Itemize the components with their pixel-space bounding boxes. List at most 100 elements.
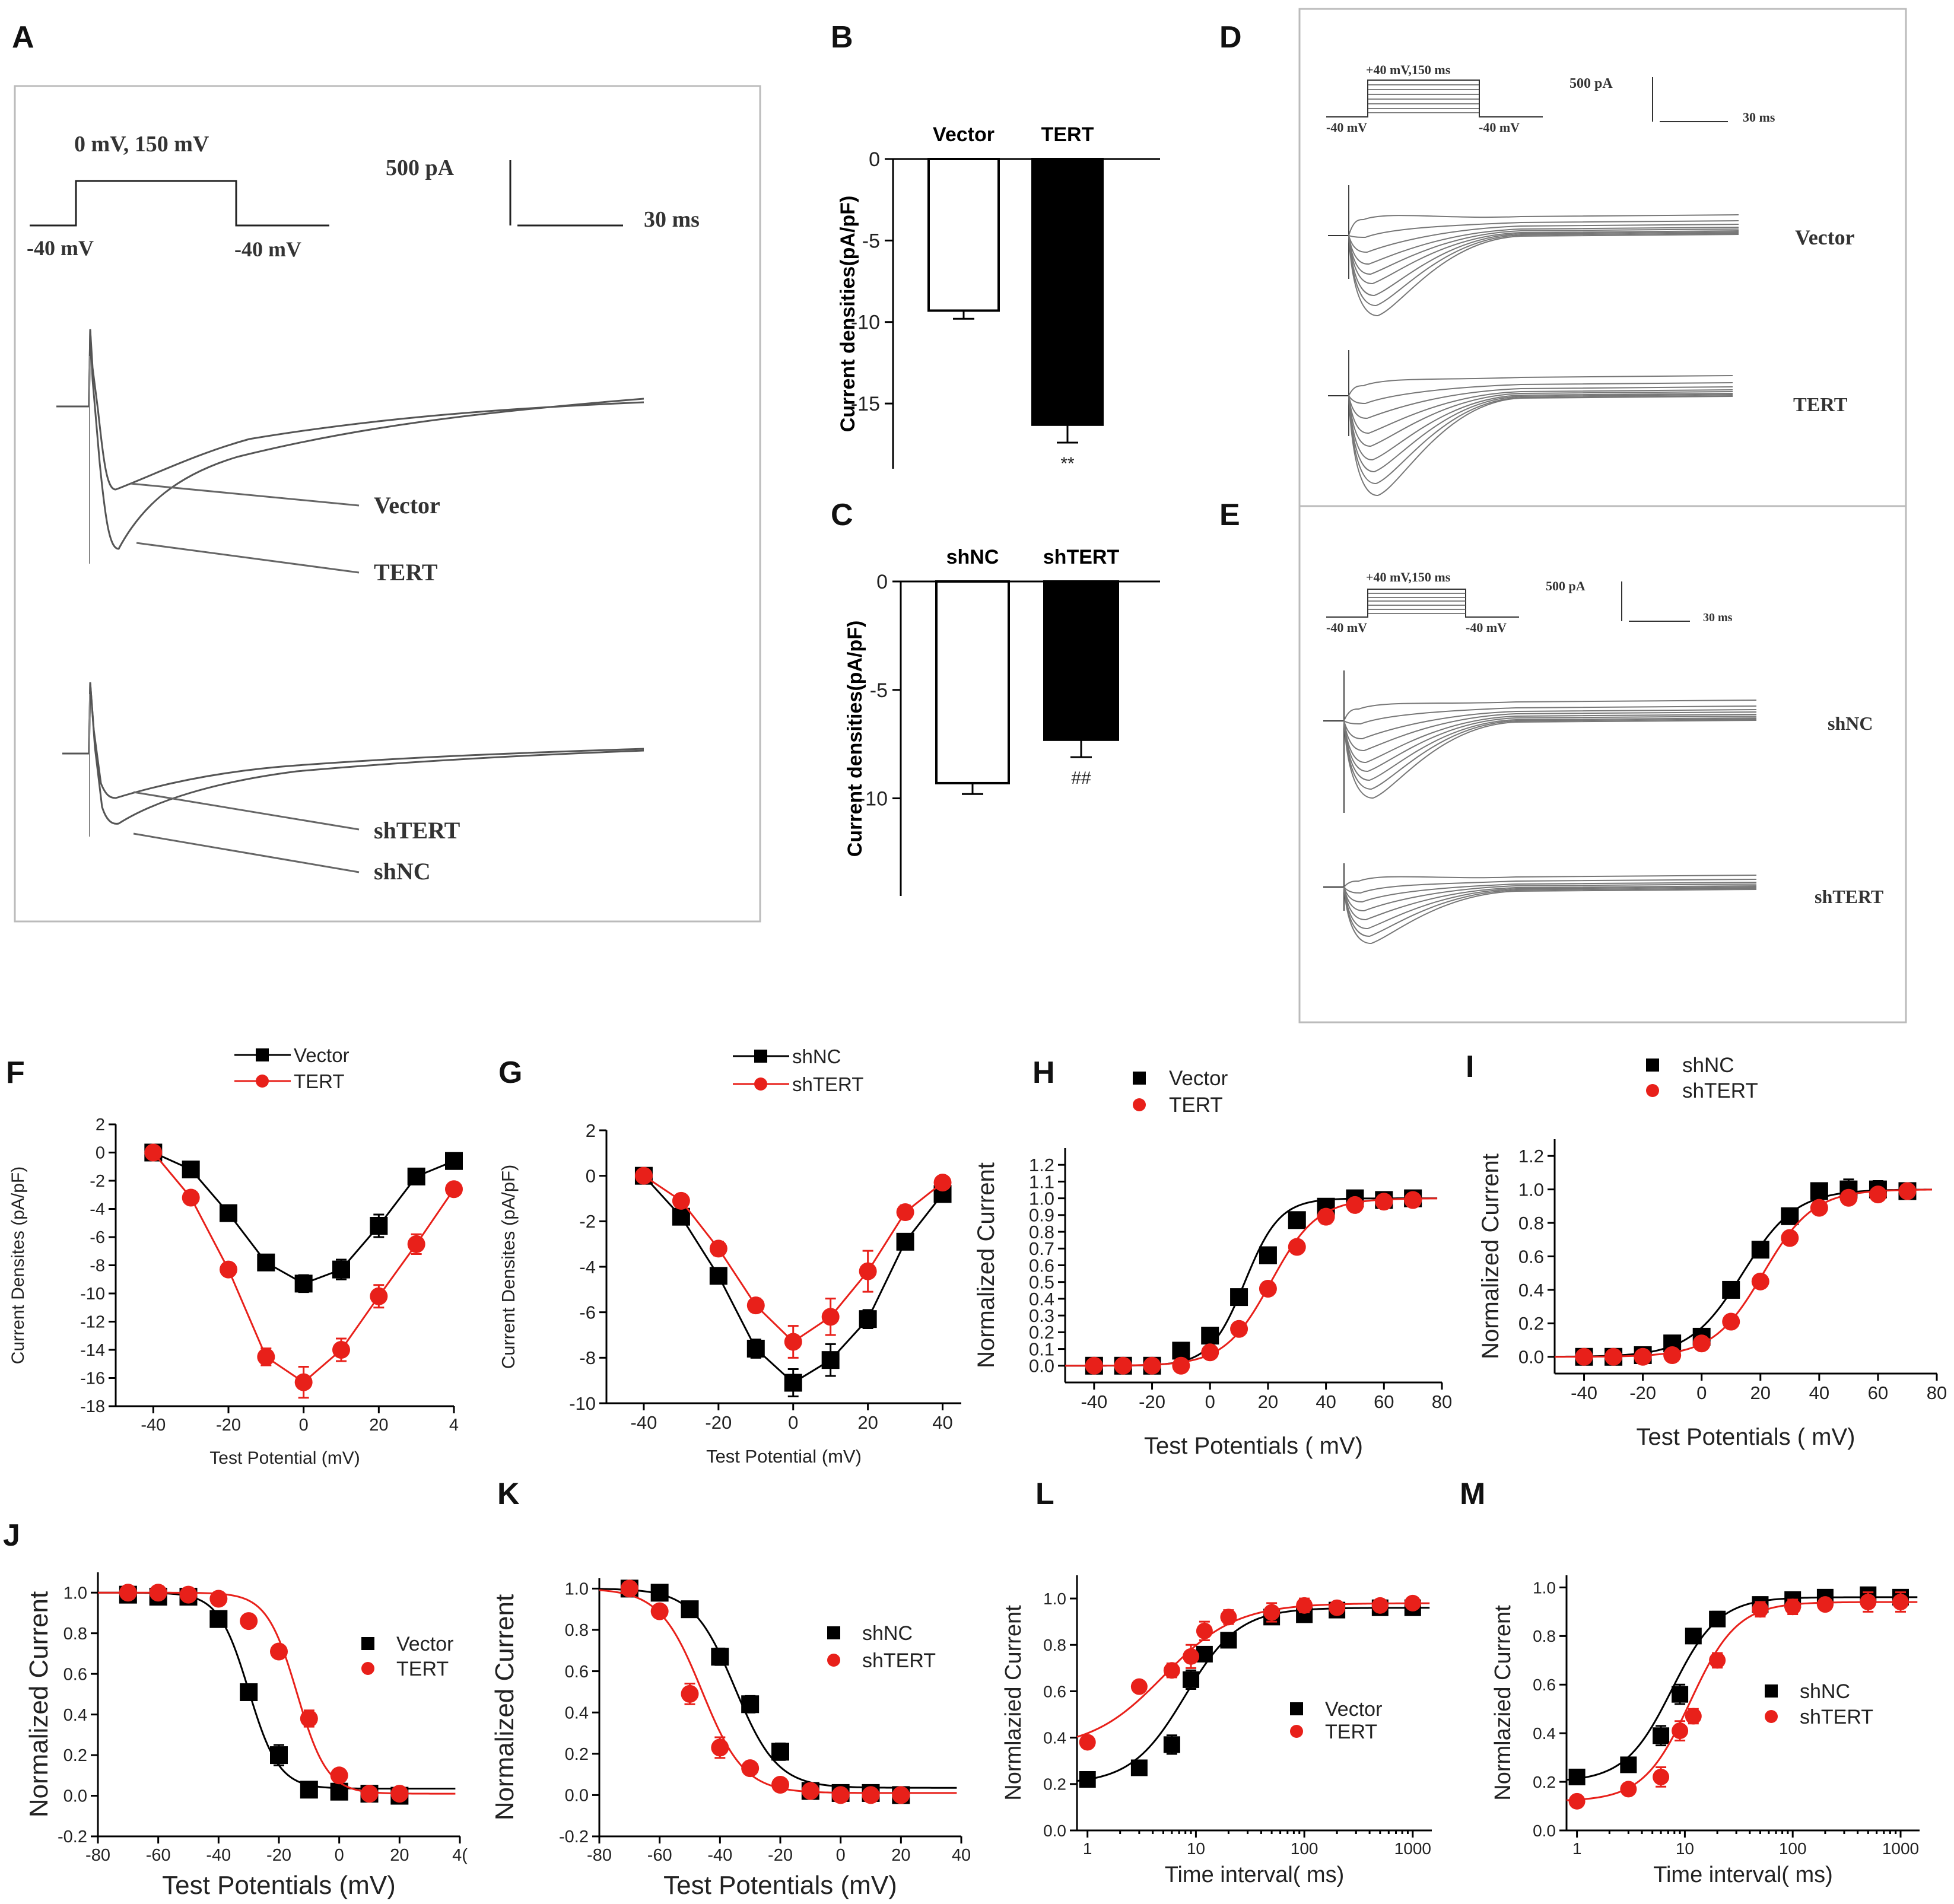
data-point [859, 1262, 877, 1280]
data-point [330, 1766, 348, 1785]
data-point [1752, 1601, 1769, 1618]
legend-marker [827, 1654, 840, 1667]
panel-a-trace-shtert [62, 682, 644, 799]
y-tick-label: -18 [80, 1397, 105, 1416]
y-tick-label: 0.8 [1043, 1636, 1066, 1654]
legend-entry-shnc: shNC [733, 1045, 841, 1067]
fit-curve [1076, 1602, 1430, 1738]
data-point [1183, 1671, 1200, 1688]
current-trace [1343, 720, 1757, 799]
x-tick-label: 20 [369, 1416, 388, 1435]
data-point [741, 1695, 760, 1714]
panel-e-scale-current: 500 pA [1546, 578, 1586, 593]
y-tick-label: -10 [859, 788, 888, 810]
series-shnc [1566, 1586, 1918, 1785]
panel-d-label-vector: Vector [1795, 225, 1855, 249]
panel-a-scale-time: 30 ms [644, 207, 700, 232]
y-tick-label: -8 [90, 1257, 105, 1276]
data-point [1653, 1727, 1670, 1744]
current-trace [1343, 714, 1757, 764]
data-point [1183, 1648, 1200, 1665]
y-tick-label: 1.0 [1518, 1179, 1544, 1200]
y-tick-label: 0.2 [1043, 1775, 1066, 1794]
chart-k-inactivation: -80 -60 -40 -20 0 20 40 -0.2 0.0 0.2 0.4 0.6 0.8 1.0 T… [490, 1578, 971, 1900]
data-point [1079, 1771, 1096, 1788]
data-point [179, 1585, 198, 1604]
y-tick-label: 0.4 [63, 1706, 87, 1725]
legend-marker [1290, 1702, 1303, 1715]
panel-label-D: D [1219, 20, 1242, 55]
data-point [741, 1759, 760, 1778]
data-point [1230, 1320, 1248, 1338]
chart-b-bar-tert: 0 -5 -10 -15 Vector TERT ** Current densities(p… [837, 123, 1160, 473]
current-trace [1343, 886, 1757, 945]
legend-label: TERT [294, 1070, 345, 1092]
chart-h-activation: -40 -20 0 20 40 60 800.00.10.20.30.40.50.60.70… [973, 1067, 1452, 1459]
legend-label: shTERT [1682, 1079, 1758, 1102]
x-axis-label: Test Potential (mV) [209, 1448, 360, 1468]
y-axis-label: Normalized Current [24, 1591, 53, 1817]
x-tick-label: 20 [857, 1412, 878, 1433]
panel-a-protocol [30, 180, 329, 227]
series-shtert [1554, 1182, 1932, 1366]
y-tick-label: 0 [869, 148, 880, 171]
data-point [1201, 1327, 1219, 1344]
legend-label: shTERT [862, 1649, 936, 1672]
current-trace [1348, 393, 1733, 461]
current-trace [1348, 231, 1739, 297]
data-point [1263, 1604, 1281, 1621]
current-trace [1343, 886, 1757, 937]
data-point [407, 1167, 425, 1185]
y-tick-label: -14 [80, 1341, 105, 1360]
x-tick-label: 0 [836, 1846, 846, 1865]
y-tick-label: -8 [579, 1347, 596, 1368]
x-tick-label: 80 [1927, 1382, 1947, 1403]
data-point [144, 1143, 163, 1162]
x-tick-label: -40 [707, 1846, 732, 1865]
current-trace [1343, 711, 1757, 752]
current-trace [1348, 395, 1733, 485]
panel-label-G: G [498, 1056, 522, 1090]
series-shnc [1554, 1178, 1932, 1366]
x-axis-label: Test Potentials ( mV) [1636, 1424, 1855, 1450]
y-axis-label: Normlazied Current [1491, 1605, 1515, 1801]
significance-mark: ** [1060, 454, 1075, 473]
data-point [862, 1786, 880, 1804]
x-tick-label: 100 [1291, 1839, 1318, 1858]
fit-curve [1566, 1601, 1918, 1801]
panel-d-label-tert: TERT [1793, 394, 1848, 416]
fit-curve [599, 1589, 957, 1794]
panel-label-K: K [497, 1477, 520, 1511]
legend-entry-tert: TERT [1290, 1721, 1377, 1743]
data-point [1404, 1594, 1421, 1611]
data-point [711, 1738, 729, 1757]
x-tick-label: 80 [1432, 1391, 1452, 1412]
y-axis-label: Normalized Current [1478, 1153, 1504, 1359]
data-point [711, 1648, 729, 1666]
y-tick-label: 0 [876, 571, 888, 593]
y-axis-label: Normlazied Current [1001, 1605, 1026, 1801]
legend-entry-shtert: shTERT [733, 1073, 863, 1095]
data-point [1620, 1756, 1637, 1773]
panel-e-scale-time: 30 ms [1703, 611, 1733, 624]
y-tick-label: 0.8 [63, 1625, 87, 1644]
legend-marker [1765, 1710, 1778, 1723]
y-axis-label: Current densities(pA/pF) [837, 196, 859, 433]
fit-curve [1076, 1607, 1430, 1782]
data-point [1604, 1347, 1623, 1366]
data-point [1692, 1334, 1711, 1353]
data-point [1751, 1272, 1769, 1290]
data-point [1784, 1598, 1802, 1616]
legend-entry-vector: Vector [1133, 1067, 1228, 1090]
panel-a-label-vector: Vector [374, 492, 440, 519]
panel-d-protocol-steps [1368, 84, 1479, 113]
x-tick-label: 40 [1316, 1391, 1336, 1412]
data-point [209, 1590, 228, 1608]
panel-a-trace-shnc [62, 682, 644, 825]
y-tick-label: 0.2 [565, 1745, 589, 1764]
x-axis-label: Time interval( ms) [1165, 1862, 1345, 1887]
data-point [1898, 1182, 1917, 1200]
data-point [257, 1347, 275, 1366]
data-point [1672, 1722, 1689, 1740]
